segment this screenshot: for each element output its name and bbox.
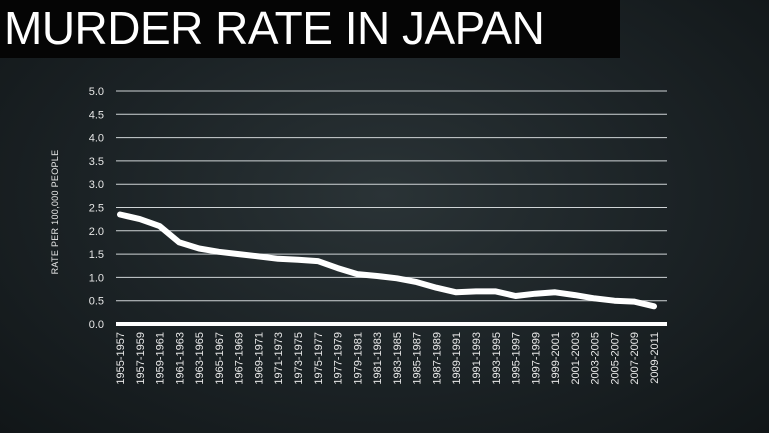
x-tick-label: 1989-1991	[451, 332, 463, 385]
y-tick-label: 4.0	[89, 133, 104, 145]
x-tick-label: 1955-1957	[115, 332, 127, 385]
x-tick-label: 1971-1973	[273, 332, 285, 385]
x-tick-label: 1957-1959	[135, 332, 147, 385]
y-tick-label: 5.0	[89, 86, 104, 98]
chart-title: MURDER RATE IN JAPAN	[4, 2, 545, 54]
y-tick-label: 0.5	[89, 296, 104, 308]
x-tick-label: 1983-1985	[392, 332, 404, 385]
x-tick-label: 2003-2005	[590, 332, 602, 385]
y-tick-label: 3.0	[89, 179, 104, 191]
x-tick-label: 1959-1961	[155, 332, 167, 385]
x-tick-label: 2009-2011	[649, 332, 661, 384]
title-banner: MURDER RATE IN JAPAN	[0, 0, 620, 58]
x-tick-label: 1987-1989	[431, 332, 443, 385]
x-tick-label: 2005-2007	[609, 332, 621, 385]
x-tick-label: 1997-1999	[530, 332, 542, 385]
x-tick-label: 1981-1983	[372, 332, 384, 385]
x-tick-label: 1991-1993	[471, 332, 483, 385]
x-tick-label: 1985-1987	[412, 332, 424, 385]
x-tick-label: 1969-1971	[253, 332, 265, 385]
x-tick-label: 2001-2003	[570, 332, 582, 385]
y-tick-label: 1.5	[89, 249, 104, 261]
x-tick-label: 1977-1979	[333, 332, 345, 385]
y-tick-label: 3.5	[89, 156, 104, 168]
y-tick-label: 2.5	[89, 203, 104, 215]
x-tick-label: 1963-1965	[194, 332, 206, 385]
series-line	[117, 211, 657, 310]
x-tick-label: 1975-1977	[313, 332, 325, 385]
x-tick-label: 1995-1997	[511, 332, 523, 385]
x-tick-label: 1965-1967	[214, 332, 226, 385]
x-tick-label: 1961-1963	[174, 332, 186, 385]
x-tick-label: 1979-1981	[352, 332, 364, 385]
y-tick-label: 1.0	[89, 272, 104, 284]
x-tick-label: 1999-2001	[550, 332, 562, 385]
y-axis-label: RATE PER 100,000 PEOPLE	[50, 150, 60, 275]
x-tick-label: 1993-1995	[491, 332, 503, 385]
y-tick-label: 4.5	[89, 109, 104, 121]
x-tick-label: 1973-1975	[293, 332, 305, 385]
x-tick-label: 2007-2009	[629, 332, 641, 385]
x-tick-label: 1967-1969	[234, 332, 246, 385]
y-tick-label: 2.0	[89, 226, 104, 238]
y-tick-label: 0.0	[89, 319, 104, 331]
